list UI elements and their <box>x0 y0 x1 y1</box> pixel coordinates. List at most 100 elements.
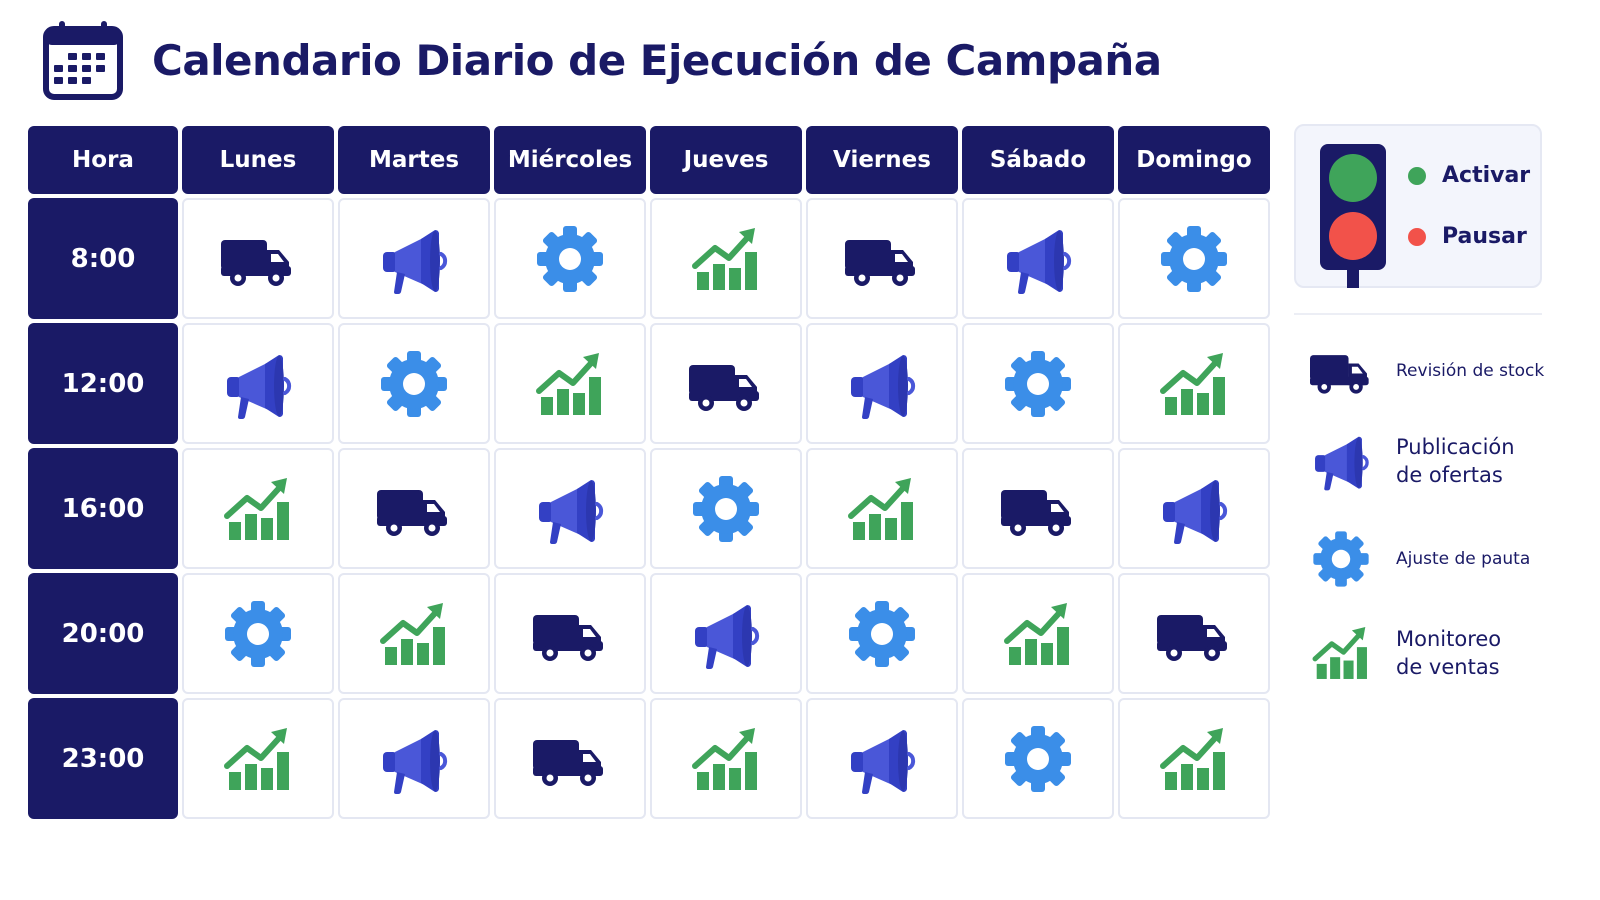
header-day: Sábado <box>962 126 1114 194</box>
gear-icon <box>1310 528 1372 590</box>
chart-icon <box>1157 347 1231 421</box>
megaphone-icon <box>1157 472 1231 546</box>
schedule-table: Hora Lunes Martes Miércoles Jueves Viern… <box>28 126 1270 819</box>
legend-label: Revisión de stock <box>1396 357 1544 385</box>
truck-icon <box>533 597 607 671</box>
status-card: Activar Pausar <box>1294 124 1542 288</box>
schedule-cell[interactable] <box>494 448 646 569</box>
gear-icon <box>221 597 295 671</box>
schedule-cell[interactable] <box>338 573 490 694</box>
red-light <box>1329 212 1377 260</box>
truck-icon <box>533 722 607 796</box>
schedule-cell[interactable] <box>1118 323 1270 444</box>
traffic-light-pole <box>1347 268 1359 288</box>
schedule-cell[interactable] <box>962 323 1114 444</box>
schedule-cell[interactable] <box>806 198 958 319</box>
schedule-cell[interactable] <box>494 198 646 319</box>
truck-icon <box>689 347 763 421</box>
legend-item: Revisión de stock <box>1310 340 1550 402</box>
schedule-cell[interactable] <box>338 448 490 569</box>
chart-icon <box>1157 722 1231 796</box>
schedule-cell[interactable] <box>806 698 958 819</box>
schedule-cell[interactable] <box>338 198 490 319</box>
chart-icon <box>533 347 607 421</box>
schedule-cell[interactable] <box>650 573 802 694</box>
legend-label-line: Revisión de stock <box>1396 361 1545 381</box>
traffic-light-icon <box>1320 144 1386 270</box>
gear-icon <box>689 472 763 546</box>
megaphone-icon <box>533 472 607 546</box>
schedule-cell[interactable] <box>806 573 958 694</box>
chart-icon <box>689 722 763 796</box>
schedule-cell[interactable] <box>494 573 646 694</box>
time-cell: 12:00 <box>28 323 178 444</box>
gear-icon <box>533 222 607 296</box>
schedule-cell[interactable] <box>494 698 646 819</box>
schedule-cell[interactable] <box>182 698 334 819</box>
chart-icon <box>377 597 451 671</box>
legend-item: Publicación de ofertas <box>1310 430 1550 492</box>
schedule-cell[interactable] <box>1118 698 1270 819</box>
schedule-cell[interactable] <box>182 198 334 319</box>
gear-icon <box>377 347 451 421</box>
schedule-cell[interactable] <box>650 198 802 319</box>
header-day: Lunes <box>182 126 334 194</box>
schedule-cell[interactable] <box>182 573 334 694</box>
truck-icon <box>377 472 451 546</box>
legend-item: Monitoreo de ventas <box>1310 622 1550 684</box>
schedule-cell[interactable] <box>1118 198 1270 319</box>
time-cell: 20:00 <box>28 573 178 694</box>
status-activate-label: Activar <box>1442 163 1531 188</box>
schedule-cell[interactable] <box>962 198 1114 319</box>
header-day: Domingo <box>1118 126 1270 194</box>
truck-icon <box>1157 597 1231 671</box>
megaphone-icon <box>845 347 919 421</box>
schedule-cell[interactable] <box>182 323 334 444</box>
header-day: Martes <box>338 126 490 194</box>
schedule-cell[interactable] <box>494 323 646 444</box>
megaphone-icon <box>221 347 295 421</box>
schedule-cell[interactable] <box>806 323 958 444</box>
schedule-cell[interactable] <box>338 698 490 819</box>
legend-label: Publicación de ofertas <box>1396 433 1515 489</box>
schedule-cell[interactable] <box>962 573 1114 694</box>
truck-icon <box>1310 340 1372 402</box>
header-day: Miércoles <box>494 126 646 194</box>
chart-icon <box>1001 597 1075 671</box>
schedule-cell[interactable] <box>650 448 802 569</box>
header-day: Viernes <box>806 126 958 194</box>
calendar-icon <box>43 21 123 100</box>
schedule-cell[interactable] <box>962 448 1114 569</box>
schedule-cell[interactable] <box>962 698 1114 819</box>
schedule-cell[interactable] <box>338 323 490 444</box>
chart-icon <box>1310 622 1372 684</box>
header-day: Jueves <box>650 126 802 194</box>
legend-label-line: de ventas <box>1396 655 1500 679</box>
status-pause: Pausar <box>1408 224 1527 249</box>
truck-icon <box>1001 472 1075 546</box>
chart-icon <box>221 722 295 796</box>
schedule-cell[interactable] <box>1118 448 1270 569</box>
status-pause-label: Pausar <box>1442 224 1527 249</box>
schedule-cell[interactable] <box>650 323 802 444</box>
truck-icon <box>845 222 919 296</box>
red-dot-icon <box>1408 227 1426 246</box>
schedule-cell[interactable] <box>1118 573 1270 694</box>
green-dot-icon <box>1408 166 1426 185</box>
schedule-cell[interactable] <box>182 448 334 569</box>
megaphone-icon <box>377 722 451 796</box>
time-cell: 8:00 <box>28 198 178 319</box>
status-activate: Activar <box>1408 163 1530 188</box>
megaphone-icon <box>1001 222 1075 296</box>
truck-icon <box>221 222 295 296</box>
legend-label: Monitoreo de ventas <box>1396 625 1501 681</box>
schedule-cell[interactable] <box>650 698 802 819</box>
gear-icon <box>1001 347 1075 421</box>
chart-icon <box>689 222 763 296</box>
schedule-cell[interactable] <box>806 448 958 569</box>
legend-label-line: Monitoreo <box>1396 627 1502 651</box>
legend-label-line: Publicación <box>1396 435 1515 459</box>
gear-icon <box>1157 222 1231 296</box>
megaphone-icon <box>1310 430 1372 492</box>
time-cell: 23:00 <box>28 698 178 819</box>
